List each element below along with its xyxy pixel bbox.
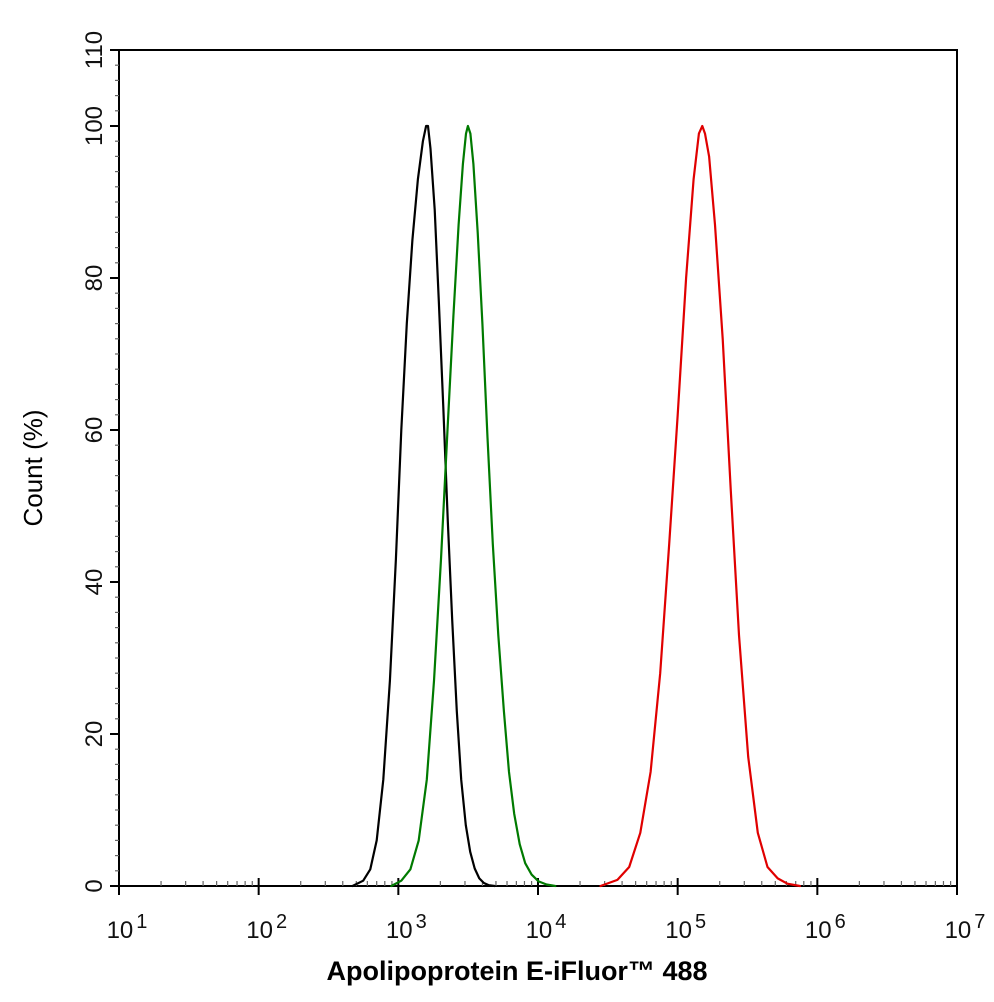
x-tick-exponent: 6	[835, 911, 846, 933]
y-tick-label: 100	[81, 106, 108, 146]
histogram-line-2	[390, 124, 557, 888]
x-tick-exponent: 1	[136, 911, 147, 933]
x-tick-label: 10 2	[246, 911, 287, 944]
x-tick-labels: 10 1 10 2 10 3 10 4 10 5 10 6 10 7	[107, 911, 986, 944]
x-tick-base: 10	[665, 917, 692, 944]
y-tick-label: 80	[81, 265, 108, 292]
x-axis-title: Apolipoprotein E-iFluor™ 488	[326, 956, 707, 986]
x-tick-exponent: 7	[974, 911, 985, 933]
x-tick-exponent: 3	[416, 911, 427, 933]
y-tick-label: 0	[81, 879, 108, 892]
x-tick-base: 10	[386, 917, 413, 944]
x-tick-label: 10 6	[805, 911, 846, 944]
x-tick-label: 10 7	[945, 911, 986, 944]
histogram-line-3	[599, 124, 802, 888]
plot-frame	[118, 49, 958, 887]
x-tick-label: 10 3	[386, 911, 427, 944]
histogram-line-1	[351, 124, 496, 888]
x-tick-label: 10 1	[107, 911, 148, 944]
y-axis-title: Count (%)	[18, 409, 48, 526]
x-tick-base: 10	[526, 917, 553, 944]
x-tick-base: 10	[246, 917, 273, 944]
y-tick-label: 110	[81, 31, 108, 69]
y-tick-label: 60	[81, 417, 108, 444]
y-tick-labels: 0 20 40 60 80 100 110	[81, 31, 108, 893]
x-tick-base: 10	[945, 917, 972, 944]
minor-ticks	[115, 49, 952, 887]
series-lines	[351, 124, 802, 888]
x-tick-exponent: 5	[695, 911, 706, 933]
x-tick-exponent: 4	[555, 911, 566, 933]
x-tick-base: 10	[805, 917, 832, 944]
major-ticks	[110, 49, 958, 895]
y-tick-label: 20	[81, 721, 108, 748]
x-tick-base: 10	[107, 917, 134, 944]
x-tick-label: 10 5	[665, 911, 706, 944]
x-tick-label: 10 4	[526, 911, 567, 944]
x-tick-exponent: 2	[276, 911, 287, 933]
y-tick-label: 40	[81, 569, 108, 596]
